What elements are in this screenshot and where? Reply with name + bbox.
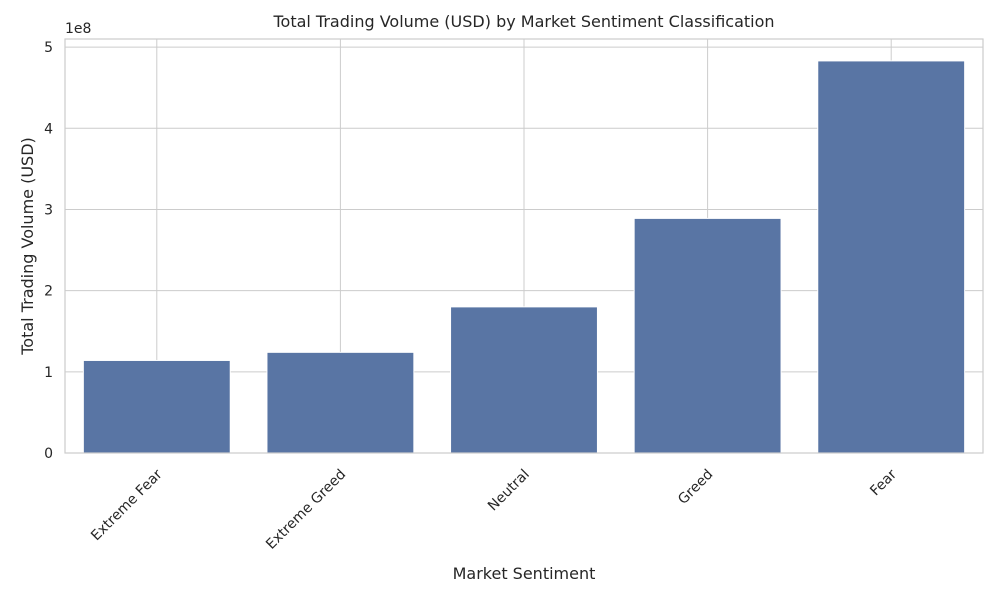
y-tick-label: 3 — [44, 202, 53, 218]
y-tick-label: 0 — [44, 446, 53, 462]
y-tick-label: 1 — [44, 365, 53, 381]
y-axis-offset-label: 1e8 — [65, 21, 91, 37]
y-axis-label: Total Trading Volume (USD) — [18, 137, 37, 356]
bar — [450, 306, 598, 454]
plot-frame — [64, 38, 984, 454]
bar — [817, 60, 966, 454]
y-ticks: 0 1 2 3 4 5 — [44, 40, 53, 462]
y-tick-label: 2 — [44, 284, 53, 300]
y-tick-label: 5 — [44, 40, 53, 56]
bar — [633, 217, 782, 454]
bar — [82, 359, 231, 454]
x-axis-label: Market Sentiment — [453, 564, 596, 583]
y-tick-label: 4 — [44, 121, 53, 137]
chart-title: Total Trading Volume (USD) by Market Sen… — [272, 12, 774, 31]
bars — [82, 60, 966, 454]
bar — [266, 351, 415, 454]
